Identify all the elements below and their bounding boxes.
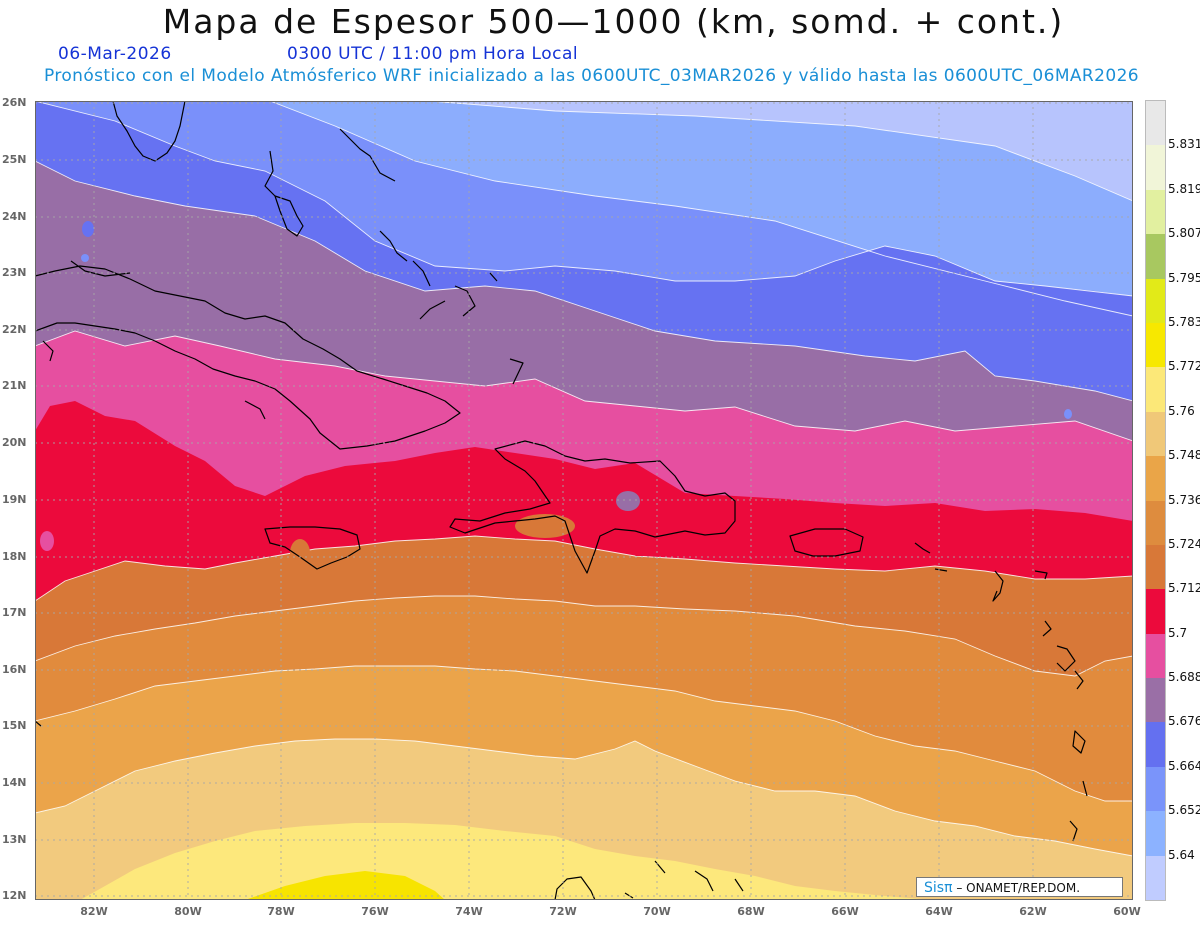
colorbar-segment — [1146, 855, 1165, 901]
band-5-772 — [80, 823, 935, 900]
lat-tick-label: 22N — [2, 323, 27, 336]
forecast-time: 0300 UTC / 11:00 pm Hora Local — [287, 44, 579, 64]
colorbar-label: 5.64 — [1168, 847, 1195, 862]
lat-tick-label: 26N — [2, 96, 27, 109]
model-description: Pronóstico con el Modelo Atmósferico WRF… — [44, 66, 1140, 86]
lon-tick-label: 78W — [267, 905, 295, 918]
colorbar-label: 5.676 — [1168, 714, 1200, 729]
band-5-783 — [245, 871, 445, 900]
lon-tick-label: 60W — [1113, 905, 1141, 918]
lat-tick-label: 13N — [2, 833, 27, 846]
lat-tick-label: 15N — [2, 719, 27, 732]
colorbar-label: 5.688 — [1168, 670, 1200, 685]
colorbar-segment — [1146, 322, 1165, 368]
colorbar-label: 5.783 — [1168, 314, 1200, 329]
colorbar-label: 5.736 — [1168, 492, 1200, 507]
colorbar-label: 5.807 — [1168, 226, 1200, 241]
colorbar-segment — [1146, 589, 1165, 635]
lat-tick-label: 23N — [2, 266, 27, 279]
colorbar-segment — [1146, 189, 1165, 235]
colorbar-segment — [1146, 411, 1165, 457]
lat-tick-label: 24N — [2, 210, 27, 223]
lat-tick-label: 25N — [2, 153, 27, 166]
colorbar-label: 5.724 — [1168, 536, 1200, 551]
bahamas-islands — [264, 150, 304, 237]
colorbar-label: 5.712 — [1168, 581, 1200, 596]
lon-tick-label: 74W — [455, 905, 483, 918]
colorbar-segment — [1146, 367, 1165, 413]
cuba-coast — [35, 265, 461, 450]
sispi-logo: Sisπ — [924, 880, 953, 896]
colorbar-segment — [1146, 145, 1165, 191]
lon-tick-label: 62W — [1019, 905, 1047, 918]
lat-tick-label: 19N — [2, 493, 27, 506]
colorbar-segment — [1146, 101, 1165, 146]
colorbar-segment — [1146, 722, 1165, 768]
colorbar-label: 5.7 — [1168, 625, 1188, 640]
colorbar-label: 5.772 — [1168, 359, 1200, 374]
lon-tick-label: 68W — [737, 905, 765, 918]
lon-tick-label: 82W — [80, 905, 108, 918]
credit-organization: – ONAMET/REP.DOM. — [956, 881, 1081, 895]
colorbar-label: 5.76 — [1168, 403, 1195, 418]
hispaniola-coast — [449, 440, 736, 574]
colorbar-label: 5.831 — [1168, 137, 1200, 152]
colorbar-segment — [1146, 678, 1165, 723]
lat-tick-label: 14N — [2, 776, 27, 789]
lat-tick-label: 12N — [2, 889, 27, 902]
lat-tick-label: 20N — [2, 436, 27, 449]
colorbar-label: 5.652 — [1168, 803, 1200, 818]
lat-tick-label: 21N — [2, 379, 27, 392]
colorbar-label: 5.664 — [1168, 758, 1200, 773]
lat-tick-label: 18N — [2, 550, 27, 563]
lon-tick-label: 66W — [831, 905, 859, 918]
colorbar-segment — [1146, 811, 1165, 857]
colorbar-label: 5.795 — [1168, 270, 1200, 285]
colorbar-segment — [1146, 278, 1165, 324]
colorbar-segment — [1146, 544, 1165, 590]
thickness-map — [35, 101, 1133, 900]
lat-tick-label: 16N — [2, 663, 27, 676]
puerto-rico-coast — [789, 528, 864, 557]
map-title: Mapa de Espesor 500—1000 (km, somd. + co… — [162, 2, 1065, 41]
lon-tick-label: 72W — [549, 905, 577, 918]
lat-tick-label: 17N — [2, 606, 27, 619]
lon-tick-label: 76W — [361, 905, 389, 918]
forecast-date: 06-Mar-2026 — [58, 44, 172, 64]
lon-tick-label: 70W — [643, 905, 671, 918]
credit-box: Sisπ – ONAMET/REP.DOM. — [916, 877, 1123, 897]
colorbar — [1145, 100, 1166, 901]
lon-tick-label: 64W — [925, 905, 953, 918]
colorbar-label: 5.748 — [1168, 448, 1200, 463]
florida-coast — [112, 101, 186, 162]
colorbar-segment — [1146, 456, 1165, 501]
colorbar-segment — [1146, 234, 1165, 280]
colorbar-segment — [1146, 633, 1165, 679]
colorbar-segment — [1146, 766, 1165, 812]
lon-tick-label: 80W — [174, 905, 202, 918]
colorbar-label: 5.819 — [1168, 181, 1200, 196]
colorbar-segment — [1146, 500, 1165, 546]
